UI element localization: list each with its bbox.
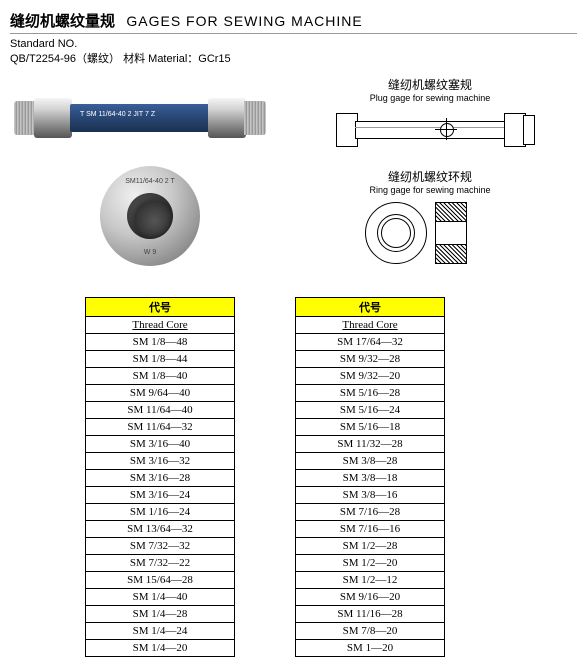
table-row: SM 17/64—32 <box>296 334 445 351</box>
table-row: SM 9/32—20 <box>296 368 445 385</box>
table-row: SM 9/32—28 <box>296 351 445 368</box>
table2-header-en: Thread Core <box>296 317 445 334</box>
table-row: SM 7/16—28 <box>296 504 445 521</box>
standard-no-label: Standard NO. <box>10 38 577 50</box>
table-row: SM 1—20 <box>296 640 445 657</box>
table-row: SM 9/16—20 <box>296 589 445 606</box>
table-row: SM 15/64—28 <box>86 572 235 589</box>
table-row: SM 11/64—40 <box>86 402 235 419</box>
plug-gage-photo: T SM 11/64-40 2 JIT 7 Z <box>10 76 270 156</box>
table-row: SM 1/8—40 <box>86 368 235 385</box>
plug-diagram-label-en: Plug gage for sewing machine <box>290 93 570 103</box>
table-row: SM 1/8—48 <box>86 334 235 351</box>
table-row: SM 3/16—24 <box>86 487 235 504</box>
table-row: SM 1/8—44 <box>86 351 235 368</box>
plug-body-marking: T SM 11/64-40 2 JIT 7 Z <box>80 111 155 118</box>
table-row: SM 5/16—28 <box>296 385 445 402</box>
product-photo-area: T SM 11/64-40 2 JIT 7 Z SM11/64-40 2 T W… <box>10 76 290 276</box>
table1-header-en: Thread Core <box>86 317 235 334</box>
table-row: SM 11/16—28 <box>296 606 445 623</box>
table-row: SM 3/16—32 <box>86 453 235 470</box>
table-row: SM 1/4—28 <box>86 606 235 623</box>
table1-header-cn: 代号 <box>86 298 235 317</box>
divider <box>10 33 577 34</box>
plug-diagram <box>330 103 530 153</box>
table-row: SM 11/64—32 <box>86 419 235 436</box>
table2-header-cn: 代号 <box>296 298 445 317</box>
title-chinese: 缝纫机螺纹量规 <box>10 13 115 30</box>
table-row: SM 3/8—28 <box>296 453 445 470</box>
diagram-area: 缝纫机螺纹塞规 Plug gage for sewing machine 缝纫机… <box>290 76 570 282</box>
ring-marking-top: SM11/64-40 2 T <box>100 178 200 185</box>
ring-gage-photo: SM11/64-40 2 T W 9 <box>100 166 200 266</box>
table-row: SM 3/8—18 <box>296 470 445 487</box>
table-row: SM 9/64—40 <box>86 385 235 402</box>
table-row: SM 3/16—40 <box>86 436 235 453</box>
table-row: SM 1/2—28 <box>296 538 445 555</box>
table-row: SM 11/32—28 <box>296 436 445 453</box>
table-row: SM 1/4—20 <box>86 640 235 657</box>
table-row: SM 5/16—18 <box>296 419 445 436</box>
ring-diagram-label-en: Ring gage for sewing machine <box>290 185 570 195</box>
plug-diagram-label-cn: 缝纫机螺纹塞规 <box>290 76 570 93</box>
table-row: SM 7/32—32 <box>86 538 235 555</box>
ring-diagram <box>355 197 505 267</box>
table-row: SM 1/16—24 <box>86 504 235 521</box>
ring-marking-bottom: W 9 <box>100 249 200 256</box>
table-row: SM 7/16—16 <box>296 521 445 538</box>
table-row: SM 7/32—22 <box>86 555 235 572</box>
title-english: GAGES FOR SEWING MACHINE <box>126 13 362 29</box>
table-row: SM 3/8—16 <box>296 487 445 504</box>
table-row: SM 13/64—32 <box>86 521 235 538</box>
thread-table-right: 代号 Thread Core SM 17/64—32SM 9/32—28SM 9… <box>295 297 445 657</box>
standard-material-line: QB/T2254-96（螺纹） 材料 Material：GCr15 <box>10 50 577 66</box>
ring-diagram-label-cn: 缝纫机螺纹环规 <box>290 168 570 185</box>
table-row: SM 1/2—12 <box>296 572 445 589</box>
table-row: SM 1/2—20 <box>296 555 445 572</box>
table-row: SM 1/4—24 <box>86 623 235 640</box>
table-row: SM 3/16—28 <box>86 470 235 487</box>
table-row: SM 7/8—20 <box>296 623 445 640</box>
table-row: SM 5/16—24 <box>296 402 445 419</box>
thread-table-left: 代号 Thread Core SM 1/8—48SM 1/8—44SM 1/8—… <box>85 297 235 657</box>
table-row: SM 1/4—40 <box>86 589 235 606</box>
